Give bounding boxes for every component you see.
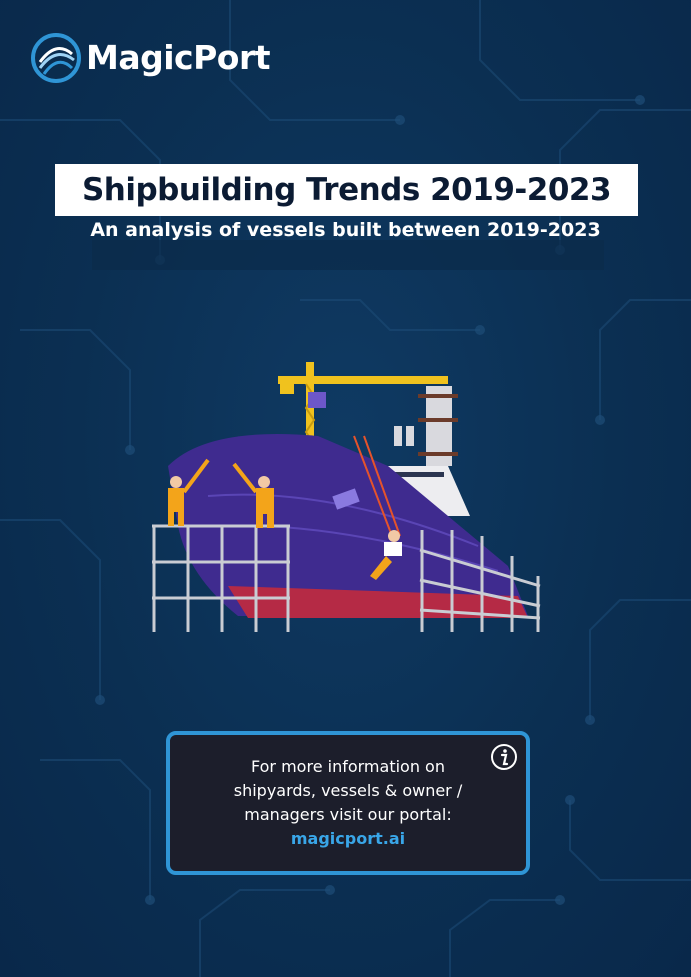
- info-panel: For more information on shipyards, vesse…: [166, 731, 530, 875]
- worker-middle: [232, 462, 274, 528]
- brand-logo[interactable]: MagicPort: [30, 32, 271, 84]
- info-icon: [491, 744, 517, 770]
- worker-hanging: [332, 435, 402, 580]
- page-subtitle: An analysis of vessels built between 201…: [90, 219, 601, 241]
- right-scaffold: [419, 530, 541, 632]
- left-scaffold: [152, 524, 290, 632]
- magicport-swirl-icon: [31, 33, 81, 83]
- portal-link[interactable]: magicport.ai: [290, 829, 406, 848]
- ship-hull: [168, 434, 528, 616]
- subtitle-band: [92, 240, 604, 270]
- shipbuilding-illustration: [152, 362, 541, 632]
- worker-left: [168, 458, 210, 526]
- title-banner: Shipbuilding Trends 2019-2023: [55, 164, 638, 216]
- brand-name: MagicPort: [86, 38, 271, 77]
- info-text: For more information on shipyards, vesse…: [190, 755, 506, 851]
- info-line: shipyards, vessels & owner /: [233, 781, 463, 800]
- info-line: managers visit our portal:: [244, 805, 452, 824]
- crane-graphic: [278, 362, 448, 446]
- info-line: For more information on: [251, 757, 445, 776]
- page-title: Shipbuilding Trends 2019-2023: [81, 172, 612, 208]
